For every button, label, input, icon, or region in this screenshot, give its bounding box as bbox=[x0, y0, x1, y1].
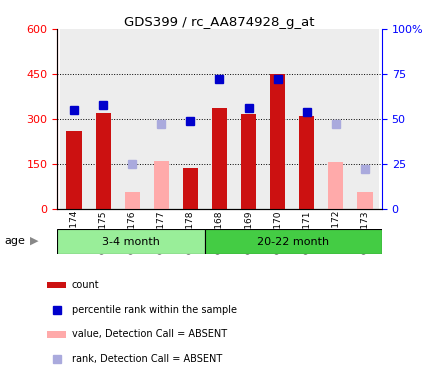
Bar bbox=[118, 29, 147, 209]
Bar bbox=[320, 29, 349, 209]
Bar bbox=[327, 162, 343, 209]
Bar bbox=[262, 29, 291, 209]
Bar bbox=[153, 161, 169, 209]
Text: count: count bbox=[72, 280, 99, 290]
Text: 20-22 month: 20-22 month bbox=[257, 236, 328, 247]
Bar bbox=[47, 331, 66, 338]
Text: rank, Detection Call = ABSENT: rank, Detection Call = ABSENT bbox=[72, 354, 222, 364]
Bar bbox=[89, 29, 118, 209]
Bar bbox=[57, 229, 204, 254]
Text: percentile rank within the sample: percentile rank within the sample bbox=[72, 305, 237, 315]
Bar bbox=[182, 168, 198, 209]
Text: value, Detection Call = ABSENT: value, Detection Call = ABSENT bbox=[72, 329, 226, 339]
Text: 3-4 month: 3-4 month bbox=[102, 236, 159, 247]
Text: GDS399 / rc_AA874928_g_at: GDS399 / rc_AA874928_g_at bbox=[124, 16, 314, 30]
Bar bbox=[204, 229, 381, 254]
Bar bbox=[233, 29, 262, 209]
Bar bbox=[60, 29, 89, 209]
Bar bbox=[176, 29, 205, 209]
Bar bbox=[47, 281, 66, 288]
Bar bbox=[66, 131, 82, 209]
Bar bbox=[211, 108, 227, 209]
Bar bbox=[356, 192, 372, 209]
Bar bbox=[95, 113, 111, 209]
Bar bbox=[205, 29, 233, 209]
Bar bbox=[269, 74, 285, 209]
Bar bbox=[298, 116, 314, 209]
Bar bbox=[124, 192, 140, 209]
Bar bbox=[291, 29, 320, 209]
Bar bbox=[147, 29, 176, 209]
Text: ▶: ▶ bbox=[30, 236, 38, 246]
Bar bbox=[240, 115, 256, 209]
Text: age: age bbox=[4, 236, 25, 246]
Bar bbox=[349, 29, 378, 209]
